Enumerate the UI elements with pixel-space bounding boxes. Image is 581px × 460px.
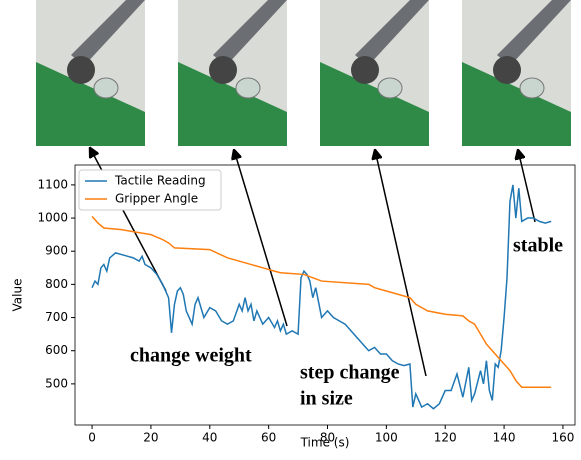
photo-object <box>519 77 545 99</box>
legend-box <box>78 169 222 211</box>
y-tick-label: 1100 <box>37 177 68 191</box>
y-tick-label: 1000 <box>37 211 68 225</box>
photo <box>462 0 571 146</box>
photo-floor <box>462 62 571 146</box>
photo-arm <box>71 0 145 66</box>
photo-gripper <box>493 56 521 84</box>
photo-gripper <box>351 56 379 84</box>
x-tick-label: 0 <box>88 431 96 445</box>
photo-floor <box>320 62 429 146</box>
y-axis-label: Value <box>11 279 25 312</box>
photo-object <box>93 77 119 99</box>
photo-object <box>377 77 403 99</box>
annotation: change weight <box>130 345 252 367</box>
y-tick-label: 800 <box>45 277 68 291</box>
y-tick-label: 700 <box>45 310 68 324</box>
y-tick-label: 600 <box>45 343 68 357</box>
x-axis-label: Time (s) <box>300 436 350 450</box>
annotation: in size <box>300 388 353 410</box>
photo-strip <box>36 0 571 146</box>
legend-label: Gripper Angle <box>115 192 198 206</box>
data-line <box>91 184 552 410</box>
photo <box>320 0 429 146</box>
photo-gripper <box>67 56 95 84</box>
x-tick-label: 80 <box>320 431 335 445</box>
x-tick-label: 160 <box>551 431 574 445</box>
photo-floor <box>36 62 145 146</box>
y-tick-label: 900 <box>45 244 68 258</box>
arrow <box>234 150 288 327</box>
annotation: step change <box>300 362 400 384</box>
data-line <box>91 215 552 388</box>
photo <box>36 0 145 146</box>
x-tick-label: 40 <box>202 431 217 445</box>
legend-label: Tactile Reading <box>114 174 206 188</box>
x-tick-label: 140 <box>493 431 516 445</box>
photo <box>178 0 287 146</box>
x-tick-label: 60 <box>261 431 276 445</box>
x-tick-label: 100 <box>375 431 398 445</box>
photo-object <box>235 77 261 99</box>
annotation: stable <box>513 235 563 257</box>
y-tick-label: 500 <box>45 376 68 390</box>
plot-frame <box>74 164 576 426</box>
photo-arm <box>213 0 287 66</box>
x-tick-label: 20 <box>143 431 158 445</box>
photo-gripper <box>209 56 237 84</box>
x-tick-label: 120 <box>434 431 457 445</box>
arrow <box>90 148 167 292</box>
photo-floor <box>178 62 287 146</box>
photo-arm <box>355 0 429 66</box>
arrow <box>518 150 536 223</box>
arrow <box>375 150 427 377</box>
photo-arm <box>497 0 571 66</box>
